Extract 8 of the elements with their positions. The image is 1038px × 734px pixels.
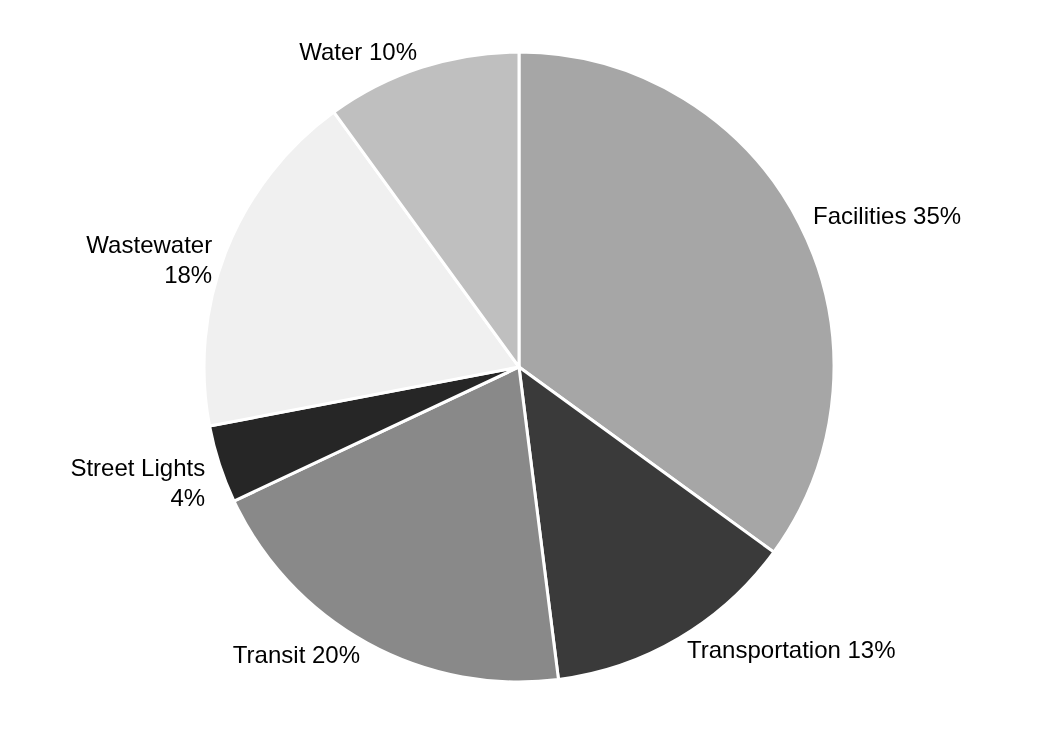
slice-label: Transit 20% [232, 641, 361, 669]
slice-label: Transportation 13% [686, 636, 896, 664]
slice-label: Wastewater [86, 230, 213, 258]
slice-label: Water 10% [299, 38, 418, 66]
slice-label: Street Lights [70, 453, 206, 481]
data-label: 4% [170, 483, 206, 511]
data-label: 18% [164, 260, 213, 288]
slice-label: Facilities 35% [813, 202, 962, 230]
